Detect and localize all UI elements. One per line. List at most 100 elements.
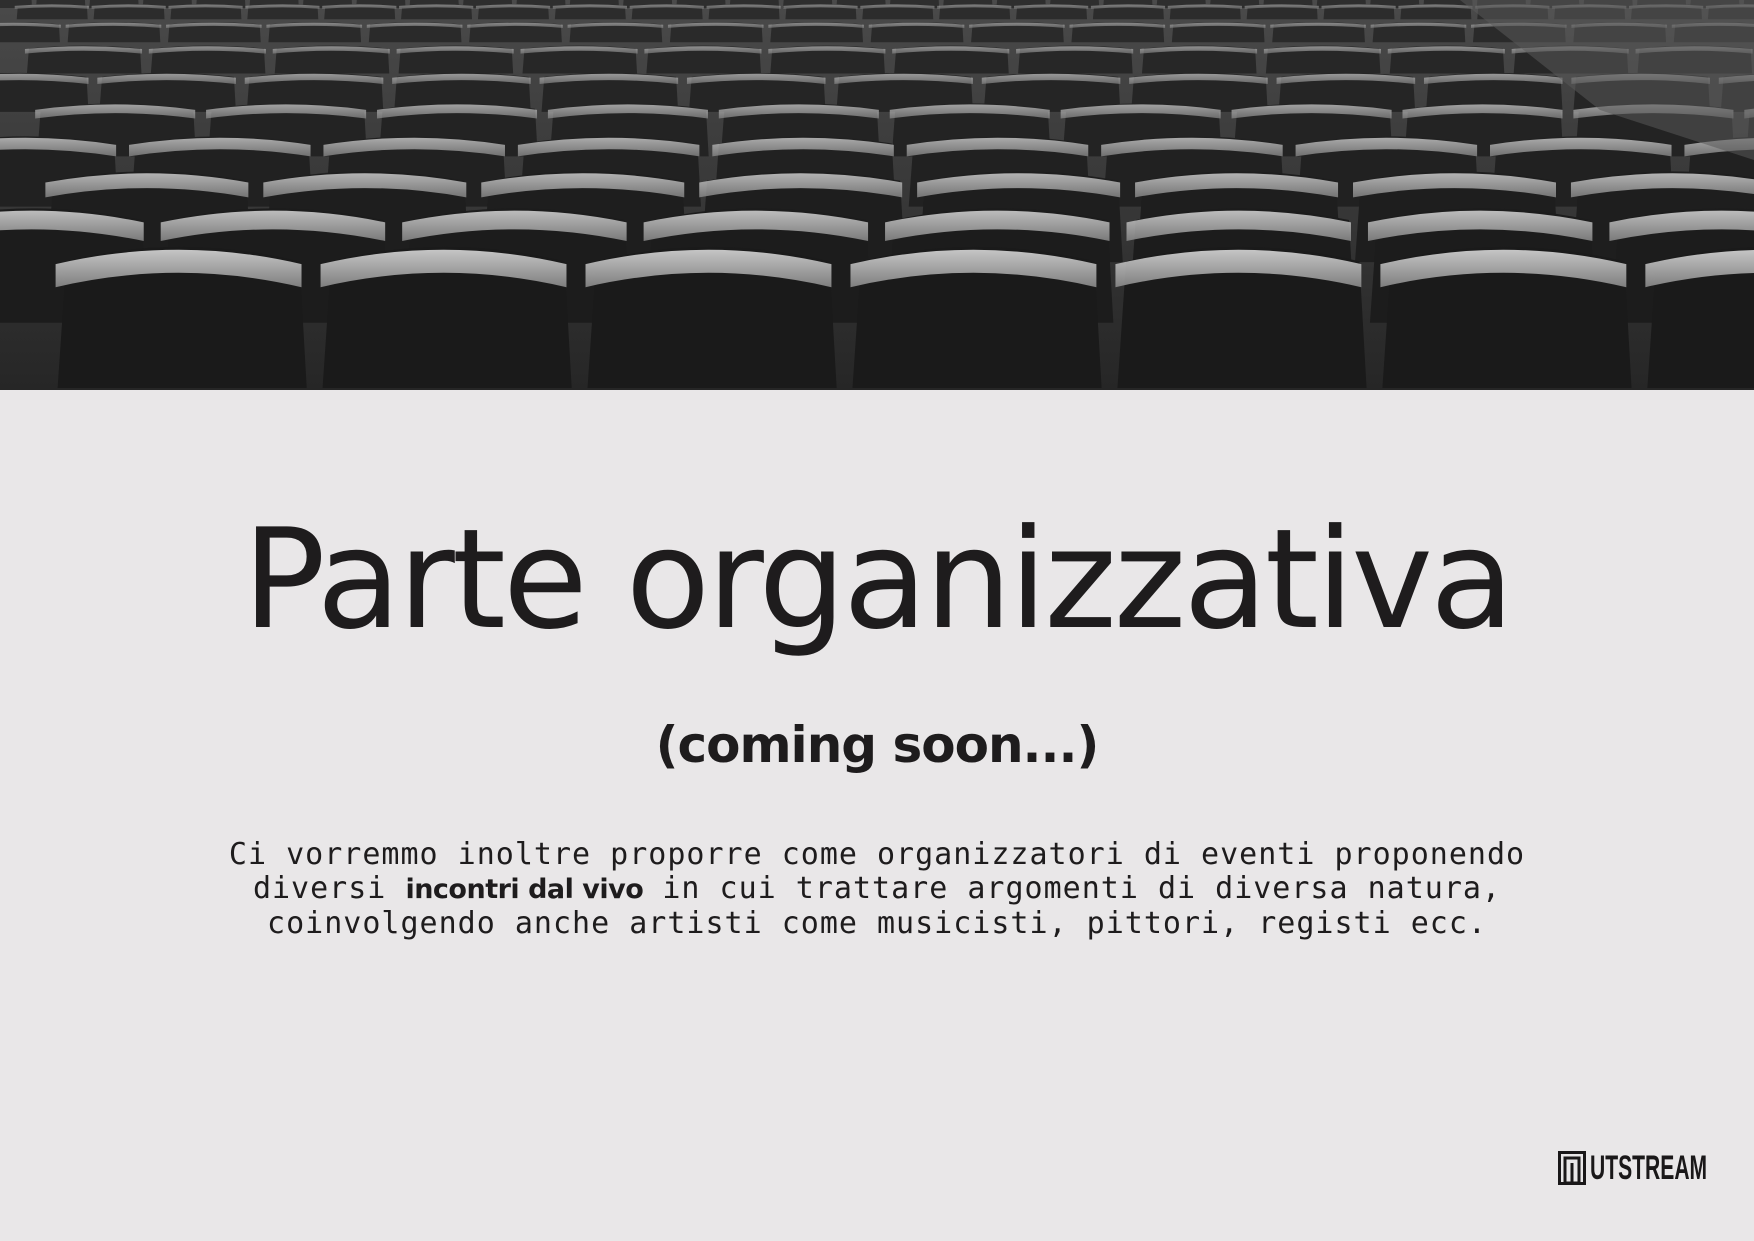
seat-back — [939, 4, 1011, 20]
seat-top-edge — [1380, 249, 1627, 288]
seat-top-edge — [45, 173, 249, 198]
seat-top-edge — [1014, 4, 1089, 9]
seat-top-edge — [712, 137, 894, 157]
seat-back — [554, 4, 626, 20]
seat-back — [1278, 72, 1416, 112]
seat-back — [16, 4, 88, 20]
seat-top-edge — [517, 137, 700, 157]
seat-top-edge — [376, 104, 538, 119]
seat-top-edge — [567, 22, 664, 28]
seat-top-edge — [539, 73, 679, 85]
seat-top-edge — [1101, 137, 1283, 157]
seat-top-edge — [272, 46, 390, 54]
seat-back — [983, 72, 1121, 112]
seat-back — [770, 45, 885, 74]
seat-top-edge — [1135, 173, 1339, 198]
seat-top-edge — [0, 22, 61, 28]
seat-top-edge — [1126, 210, 1351, 242]
seat-top-edge — [1139, 46, 1258, 54]
seat-back — [93, 4, 165, 20]
seat-back — [398, 45, 514, 74]
seat-top-edge — [1609, 210, 1754, 242]
seat-top-edge — [1423, 73, 1563, 85]
seat-top-edge — [322, 4, 397, 9]
seat-back — [1141, 45, 1257, 74]
seat-top-edge — [168, 4, 243, 9]
seat-top-edge — [399, 4, 474, 9]
seat-top-edge — [245, 4, 320, 9]
description-text-start: Ci vorremmo inoltre proporre come organi… — [228, 837, 1526, 906]
seat-back — [26, 45, 142, 74]
seat-back — [67, 22, 161, 43]
seat-top-edge — [783, 4, 858, 9]
seat-top-edge — [1244, 4, 1319, 9]
seat-top-edge — [1387, 46, 1505, 54]
seat-back — [268, 22, 362, 43]
seat-back — [522, 45, 638, 74]
content-panel: Parte organizzativa (coming soon...) Ci … — [0, 390, 1754, 1241]
seat-top-edge — [1129, 73, 1268, 85]
seat-top-edge — [320, 249, 567, 288]
seat-top-edge — [166, 22, 262, 28]
seat-top-edge — [768, 46, 886, 54]
seat-top-edge — [850, 249, 1097, 288]
seat-back — [1647, 247, 1754, 388]
seat-back — [1117, 246, 1367, 388]
seat-top-edge — [1060, 104, 1221, 119]
seat-top-edge — [392, 73, 531, 85]
seat-top-edge — [1169, 22, 1266, 28]
seat-top-edge — [244, 73, 384, 85]
coming-soon-subtitle: (coming soon...) — [655, 716, 1100, 774]
seat-back — [274, 45, 390, 74]
seat-back — [1272, 22, 1365, 43]
seat-top-edge — [1167, 4, 1242, 9]
seat-back — [1171, 22, 1265, 43]
seat-back — [1425, 72, 1563, 112]
theater-seats-photo — [0, 0, 1754, 390]
seat-top-edge — [552, 4, 627, 9]
seat-top-edge — [889, 104, 1050, 119]
seat-back — [1246, 4, 1318, 20]
seat-back — [688, 72, 826, 112]
seat-back — [852, 246, 1102, 388]
seat-back — [0, 72, 89, 112]
seat-top-edge — [1276, 73, 1416, 85]
seat-top-edge — [1370, 22, 1467, 28]
seat-back — [541, 72, 679, 112]
seat-top-edge — [266, 22, 363, 28]
seat-back — [322, 246, 572, 388]
seat-top-edge — [263, 173, 467, 198]
seat-back — [1016, 4, 1088, 20]
seat-back — [894, 45, 1009, 74]
seat-top-edge — [1270, 22, 1366, 28]
seat-top-edge — [981, 73, 1121, 85]
seat-back — [587, 246, 837, 388]
seat-back — [1265, 45, 1381, 74]
seat-back — [708, 4, 780, 20]
seat-top-edge — [97, 73, 236, 85]
seat-back — [401, 4, 473, 20]
brand-logo: UTSTREAM — [1558, 1151, 1707, 1185]
seat-back — [631, 4, 703, 20]
seat-top-edge — [475, 4, 551, 9]
seat-top-edge — [1398, 4, 1473, 9]
seat-top-edge — [1490, 137, 1672, 157]
seat-top-edge — [885, 210, 1110, 242]
seat-top-edge — [1321, 4, 1396, 9]
seat-top-edge — [0, 137, 117, 157]
seat-top-edge — [24, 46, 143, 54]
seat-top-edge — [1090, 4, 1166, 9]
seat-top-edge — [768, 22, 864, 28]
seat-top-edge — [868, 22, 965, 28]
seat-top-edge — [937, 4, 1012, 9]
seat-top-edge — [643, 210, 869, 242]
seat-top-edge — [481, 173, 685, 198]
seat-top-edge — [91, 4, 166, 9]
seat-top-edge — [860, 4, 935, 9]
seat-top-edge — [148, 46, 266, 54]
seat-back — [150, 45, 266, 74]
mutstream-logo-mark-icon — [1558, 1151, 1586, 1185]
seat-back — [862, 4, 934, 20]
seat-back — [0, 22, 60, 43]
seat-back — [1092, 4, 1164, 20]
